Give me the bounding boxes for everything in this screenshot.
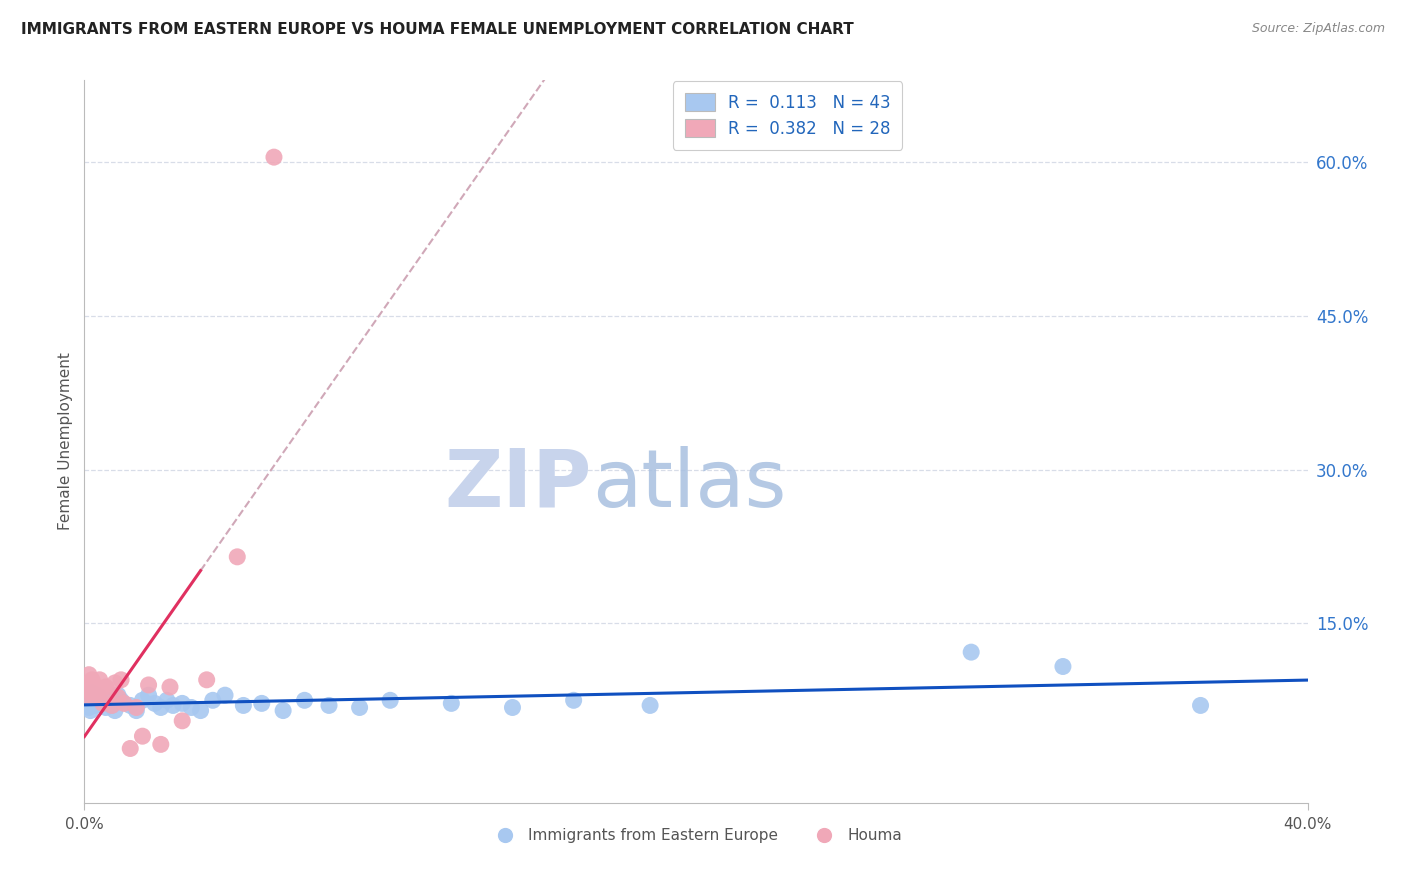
Point: [226, 549, 249, 564]
Point: [89, 690, 111, 705]
Point: [349, 700, 371, 714]
Point: [638, 698, 661, 713]
Point: [79, 704, 101, 718]
Point: [125, 704, 148, 718]
Point: [271, 704, 294, 718]
Point: [80, 673, 103, 687]
Point: [172, 714, 194, 728]
Point: [131, 693, 153, 707]
Point: [107, 690, 129, 705]
Point: [79, 676, 101, 690]
Point: [149, 700, 172, 714]
Point: [91, 697, 114, 711]
Point: [76, 683, 98, 698]
Y-axis label: Female Unemployment: Female Unemployment: [58, 352, 73, 531]
Point: [131, 729, 153, 743]
Point: [1052, 659, 1074, 673]
Point: [120, 698, 142, 713]
Point: [83, 690, 105, 705]
Point: [502, 700, 524, 714]
Point: [138, 688, 160, 702]
Point: [76, 678, 98, 692]
Point: [77, 667, 100, 681]
Point: [107, 688, 129, 702]
Point: [104, 676, 127, 690]
Point: [162, 698, 184, 713]
Point: [86, 688, 108, 702]
Point: [318, 698, 340, 713]
Point: [80, 686, 103, 700]
Text: Source: ZipAtlas.com: Source: ZipAtlas.com: [1251, 22, 1385, 36]
Point: [110, 693, 132, 707]
Text: atlas: atlas: [592, 446, 786, 524]
Point: [125, 700, 148, 714]
Point: [101, 698, 124, 713]
Point: [159, 680, 181, 694]
Point: [110, 673, 132, 687]
Point: [97, 693, 120, 707]
Point: [440, 697, 463, 711]
Point: [97, 686, 120, 700]
Point: [149, 738, 172, 752]
Point: [172, 697, 194, 711]
Point: [104, 704, 127, 718]
Point: [960, 645, 983, 659]
Point: [75, 688, 97, 702]
Point: [180, 700, 202, 714]
Point: [214, 688, 236, 702]
Point: [84, 680, 107, 694]
Point: [190, 704, 212, 718]
Point: [76, 690, 98, 705]
Point: [94, 680, 117, 694]
Point: [143, 697, 166, 711]
Point: [195, 673, 218, 687]
Text: IMMIGRANTS FROM EASTERN EUROPE VS HOUMA FEMALE UNEMPLOYMENT CORRELATION CHART: IMMIGRANTS FROM EASTERN EUROPE VS HOUMA …: [21, 22, 853, 37]
Point: [86, 686, 108, 700]
Point: [91, 697, 114, 711]
Point: [101, 698, 124, 713]
Point: [120, 741, 142, 756]
Point: [201, 693, 224, 707]
Point: [250, 697, 273, 711]
Point: [1189, 698, 1212, 713]
Point: [294, 693, 316, 707]
Point: [232, 698, 254, 713]
Point: [83, 693, 105, 707]
Point: [112, 697, 135, 711]
Point: [94, 700, 117, 714]
Point: [156, 693, 179, 707]
Point: [138, 678, 160, 692]
Point: [380, 693, 402, 707]
Text: ZIP: ZIP: [444, 446, 592, 524]
Point: [263, 150, 285, 164]
Point: [89, 673, 111, 687]
Point: [562, 693, 585, 707]
Point: [75, 697, 97, 711]
Legend: Immigrants from Eastern Europe, Houma: Immigrants from Eastern Europe, Houma: [484, 822, 908, 849]
Point: [84, 698, 107, 713]
Point: [77, 700, 100, 714]
